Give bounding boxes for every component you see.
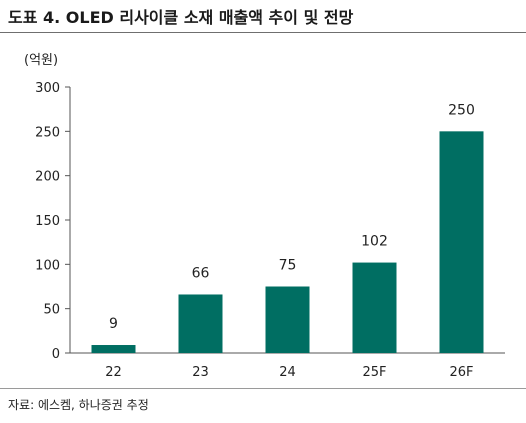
bar-23 <box>178 294 223 353</box>
x-tick-label: 25F <box>362 365 386 380</box>
source-note: 자료: 에스켐, 하나증권 추정 <box>8 398 149 412</box>
bar-22 <box>91 345 136 353</box>
data-label: 75 <box>279 258 297 274</box>
title-divider <box>0 32 526 33</box>
bar-25F <box>352 262 397 353</box>
x-tick-label: 23 <box>192 365 209 380</box>
data-label: 102 <box>361 234 388 250</box>
y-tick-label: 0 <box>52 347 60 362</box>
x-tick-label: 26F <box>449 365 473 380</box>
x-axis-ticks: 22 23 24 25F 26F <box>105 365 473 380</box>
y-tick-label: 250 <box>35 125 60 140</box>
bar-chart: (억원) 0 50 100 150 200 250 300 9 66 75 102 250 22 23… <box>24 53 505 380</box>
data-label: 66 <box>192 265 210 281</box>
y-axis-ticks: 0 50 100 150 200 250 300 <box>35 81 70 362</box>
data-label: 9 <box>109 316 118 332</box>
bar-26F <box>439 131 484 353</box>
y-tick-label: 100 <box>35 258 60 273</box>
y-tick-label: 150 <box>35 214 60 229</box>
bars: 9 66 75 102 250 <box>91 102 484 353</box>
bar-24 <box>265 286 310 353</box>
y-axis-label: (억원) <box>24 53 58 68</box>
chart-title: 도표 4. OLED 리사이클 소재 매출액 추이 및 전망 <box>8 8 354 27</box>
x-tick-label: 22 <box>105 365 122 380</box>
y-tick-label: 300 <box>35 81 60 96</box>
y-tick-label: 50 <box>43 303 60 318</box>
y-tick-label: 200 <box>35 170 60 185</box>
footer-divider <box>0 388 526 389</box>
x-tick-label: 24 <box>279 365 296 380</box>
data-label: 250 <box>448 102 475 118</box>
